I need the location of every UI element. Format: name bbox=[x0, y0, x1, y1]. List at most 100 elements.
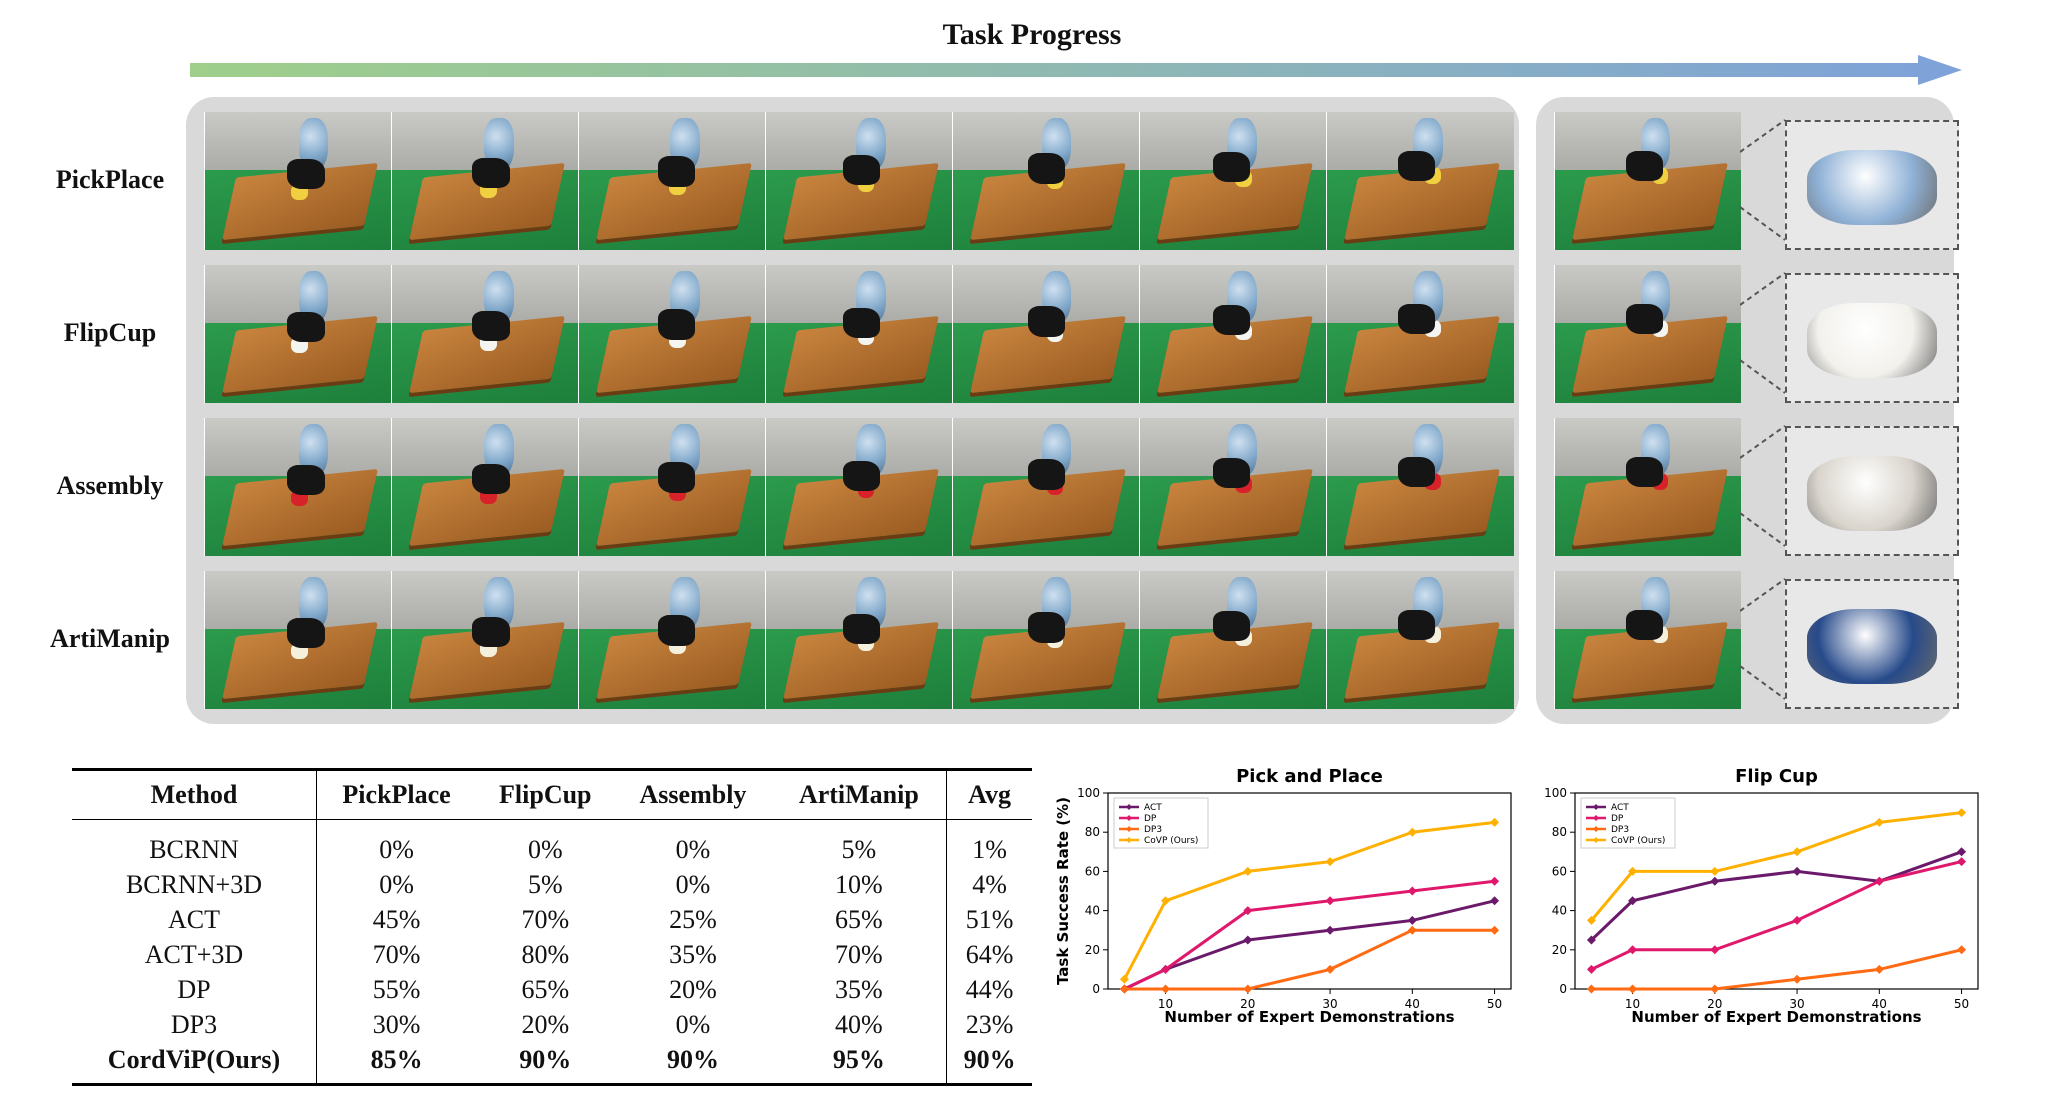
column-header-assembly: Assembly bbox=[639, 780, 747, 809]
score-cell: 95% bbox=[832, 1044, 885, 1074]
data-point bbox=[1874, 876, 1884, 886]
score-cell: 70% bbox=[835, 939, 883, 969]
frame-artimanip-3 bbox=[578, 571, 766, 709]
data-point bbox=[1586, 984, 1596, 994]
data-point bbox=[1243, 866, 1253, 876]
method-name-cell: BCRNN+3D bbox=[125, 869, 262, 899]
data-point bbox=[1490, 896, 1500, 906]
y-tick-label: 100 bbox=[1544, 786, 1567, 800]
frame-assembly-2 bbox=[391, 418, 579, 556]
data-point bbox=[1407, 925, 1417, 935]
data-point bbox=[1243, 984, 1253, 994]
data-point bbox=[1119, 984, 1129, 994]
score-cell: 0% bbox=[315, 819, 477, 867]
frame-assembly-1 bbox=[204, 418, 392, 556]
legend-label: DP3 bbox=[1144, 825, 1162, 835]
x-tick-label: 10 bbox=[1625, 997, 1640, 1011]
data-point bbox=[1586, 964, 1596, 974]
y-tick-label: 60 bbox=[1552, 864, 1567, 878]
y-tick-label: 40 bbox=[1085, 904, 1100, 918]
final-frame-assembly bbox=[1554, 418, 1741, 556]
data-point bbox=[1957, 808, 1967, 818]
score-cell: 4% bbox=[946, 867, 1032, 902]
x-tick-label: 20 bbox=[1240, 997, 1255, 1011]
plot-area bbox=[1107, 792, 1512, 990]
score-cell: 0% bbox=[315, 867, 477, 902]
plot-area bbox=[1574, 792, 1979, 990]
frame-pickplace-7 bbox=[1326, 112, 1514, 250]
data-point bbox=[1792, 915, 1802, 925]
zoom-connector-assembly bbox=[1740, 425, 1786, 547]
frame-artimanip-2 bbox=[391, 571, 579, 709]
x-axis-label: Number of Expert Demonstrations bbox=[1631, 1008, 1921, 1026]
score-cell: 0% bbox=[675, 834, 711, 864]
task-progress-title: Task Progress bbox=[942, 18, 1122, 51]
data-point bbox=[1957, 857, 1967, 867]
series-line-covp-ours- bbox=[1123, 820, 1495, 980]
series-line-dp3 bbox=[1124, 928, 1495, 991]
x-tick-label: 40 bbox=[1872, 997, 1887, 1011]
score-cell: 0% bbox=[675, 1009, 711, 1039]
score-cell: 0% bbox=[527, 834, 563, 864]
method-name-cell: BCRNN bbox=[149, 834, 239, 864]
series-line-dp bbox=[1590, 860, 1962, 971]
data-point bbox=[1957, 945, 1967, 955]
score-cell: 51% bbox=[946, 902, 1032, 937]
final-frame-artimanip bbox=[1554, 571, 1741, 709]
score-cell: 65% bbox=[521, 974, 570, 1004]
y-tick-label: 0 bbox=[1559, 982, 1567, 996]
legend-marker bbox=[1126, 815, 1132, 821]
frame-pickplace-5 bbox=[952, 112, 1140, 250]
score-cell: 10% bbox=[835, 869, 883, 899]
score-cell: 55% bbox=[315, 972, 477, 1007]
series-line-act bbox=[1590, 850, 1963, 942]
y-tick-label: 40 bbox=[1552, 904, 1567, 918]
results-table: Method PickPlace FlipCup Assembly ArtiManip A… bbox=[72, 768, 1032, 1086]
data-point bbox=[1161, 964, 1171, 974]
table-header-row: Method PickPlace FlipCup Assembly ArtiManip A… bbox=[72, 769, 1032, 820]
frame-artimanip-7 bbox=[1326, 571, 1514, 709]
x-tick-label: 40 bbox=[1405, 997, 1420, 1011]
score-cell: 44% bbox=[946, 972, 1032, 1007]
final-frame-flipcup bbox=[1554, 265, 1741, 403]
series-line-dp3 bbox=[1591, 948, 1962, 991]
x-tick-label: 30 bbox=[1322, 997, 1337, 1011]
data-point bbox=[1710, 866, 1720, 876]
score-cell: 20% bbox=[521, 1009, 570, 1039]
score-cell: 65% bbox=[835, 904, 883, 934]
legend-label: ACT bbox=[1144, 803, 1162, 813]
method-name-cell: ACT bbox=[167, 904, 220, 934]
frame-artimanip-6 bbox=[1139, 571, 1327, 709]
table-row: BCRNN 0% 0% 0% 5% 1% bbox=[72, 819, 1032, 867]
legend-label: DP3 bbox=[1611, 825, 1629, 835]
frame-artimanip-1 bbox=[204, 571, 392, 709]
legend-marker bbox=[1593, 804, 1599, 810]
column-header-flipcup: FlipCup bbox=[499, 780, 592, 809]
data-point bbox=[1407, 886, 1417, 896]
data-point bbox=[1243, 906, 1253, 916]
frame-flipcup-1 bbox=[204, 265, 392, 403]
frame-pickplace-4 bbox=[765, 112, 953, 250]
frame-pickplace-3 bbox=[578, 112, 766, 250]
pick-and-place-chart: Pick and Place 0 20 40 60 80 100 10 20 30 40 50 Numb… bbox=[1054, 766, 1512, 1026]
score-cell: 23% bbox=[946, 1007, 1032, 1042]
table-row: DP 55% 65% 20% 35% 44% bbox=[72, 972, 1032, 1007]
score-cell: 85% bbox=[315, 1042, 477, 1085]
y-tick-label: 0 bbox=[1092, 982, 1100, 996]
data-point bbox=[1628, 866, 1638, 876]
score-cell: 90% bbox=[946, 1042, 1032, 1085]
y-tick-label: 60 bbox=[1085, 864, 1100, 878]
data-point bbox=[1792, 866, 1802, 876]
data-point bbox=[1325, 857, 1335, 867]
data-point bbox=[1490, 876, 1500, 886]
data-point bbox=[1325, 896, 1335, 906]
task-progress-arrow bbox=[190, 55, 1962, 85]
data-point bbox=[1628, 945, 1638, 955]
data-point bbox=[1490, 817, 1500, 827]
y-tick-label: 20 bbox=[1552, 943, 1567, 957]
x-tick-label: 50 bbox=[1487, 997, 1502, 1011]
data-point bbox=[1628, 984, 1638, 994]
row-label-artimanip: ArtiManip bbox=[50, 624, 170, 653]
frame-pickplace-6 bbox=[1139, 112, 1327, 250]
legend-marker bbox=[1593, 815, 1599, 821]
